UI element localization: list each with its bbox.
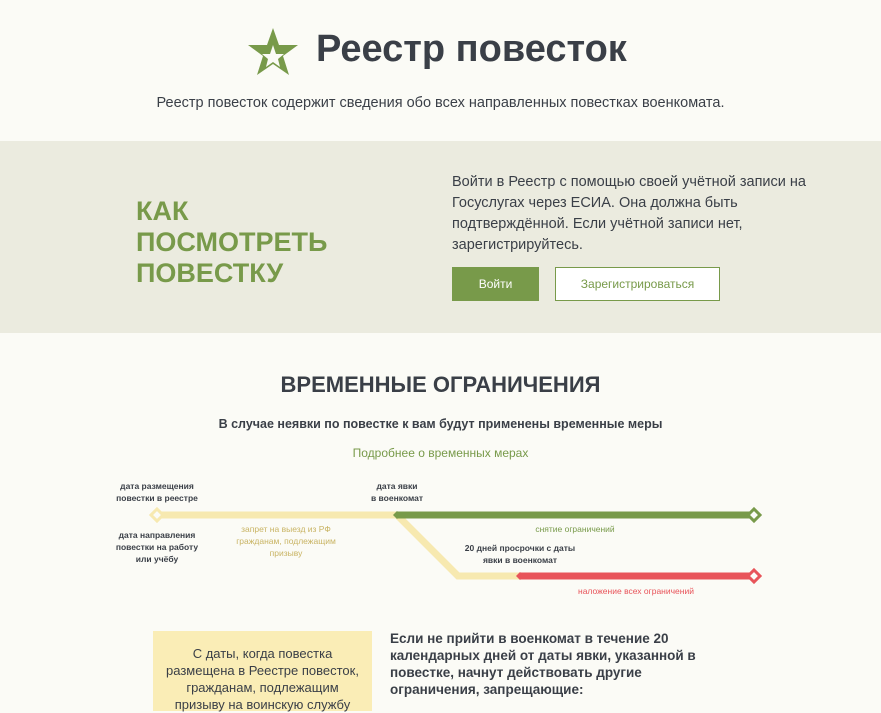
login-button[interactable]: Войти — [452, 267, 539, 301]
all-restrictions-label: наложение всех ограничений — [578, 586, 694, 596]
appear-label: дата явки в военкомат — [370, 481, 424, 503]
how-to-section: КАК ПОСМОТРЕТЬ ПОВЕСТКУ Войти в Реестр с… — [0, 141, 881, 333]
ban-line — [157, 511, 520, 580]
overdue-label: 20 дней просрочки с даты явки в военкомат — [464, 543, 576, 565]
heading-line: КАК — [136, 196, 189, 226]
appear-marker — [393, 511, 401, 519]
how-to-text: Войти в Реестр с помощью своей учётной з… — [452, 174, 806, 253]
start-marker — [148, 506, 166, 524]
heading-line: ПОВЕСТКУ — [136, 258, 284, 288]
how-to-heading: КАК ПОСМОТРЕТЬ ПОВЕСТКУ — [136, 196, 327, 289]
star-icon — [248, 28, 298, 75]
register-button[interactable]: Зарегистрироваться — [555, 267, 720, 301]
ban-label: запрет на выезд из РФ гражданам, подлежащ… — [236, 524, 336, 558]
info-box: С даты, когда повестка размещена в Реестр… — [153, 631, 372, 712]
start-bottom-label: дата направления повестки на работу или уч… — [115, 530, 199, 564]
section-subtitle: В случае неявки по повестке к вам будут … — [218, 417, 663, 431]
page-title: Реестр повесток — [316, 28, 627, 70]
all-end-marker — [745, 567, 763, 585]
header: Реестр повесток Реестр повесток содержит… — [0, 0, 881, 141]
heading-line: ПОСМОТРЕТЬ — [136, 227, 328, 257]
overdue-text: Если не прийти в военкомат в течение 20 … — [390, 631, 696, 697]
overdue-marker — [516, 572, 524, 580]
lifted-end-marker — [745, 506, 763, 524]
section-title: ВРЕМЕННЫЕ ОГРАНИЧЕНИЯ — [280, 372, 601, 397]
lifted-label: снятие ограничений — [535, 524, 615, 534]
start-top-label: дата размещения повестки в реестре — [116, 481, 198, 503]
more-link[interactable]: Подробнее о временных мерах — [352, 446, 529, 460]
page-subtitle: Реестр повесток содержит сведения обо вс… — [156, 95, 725, 111]
